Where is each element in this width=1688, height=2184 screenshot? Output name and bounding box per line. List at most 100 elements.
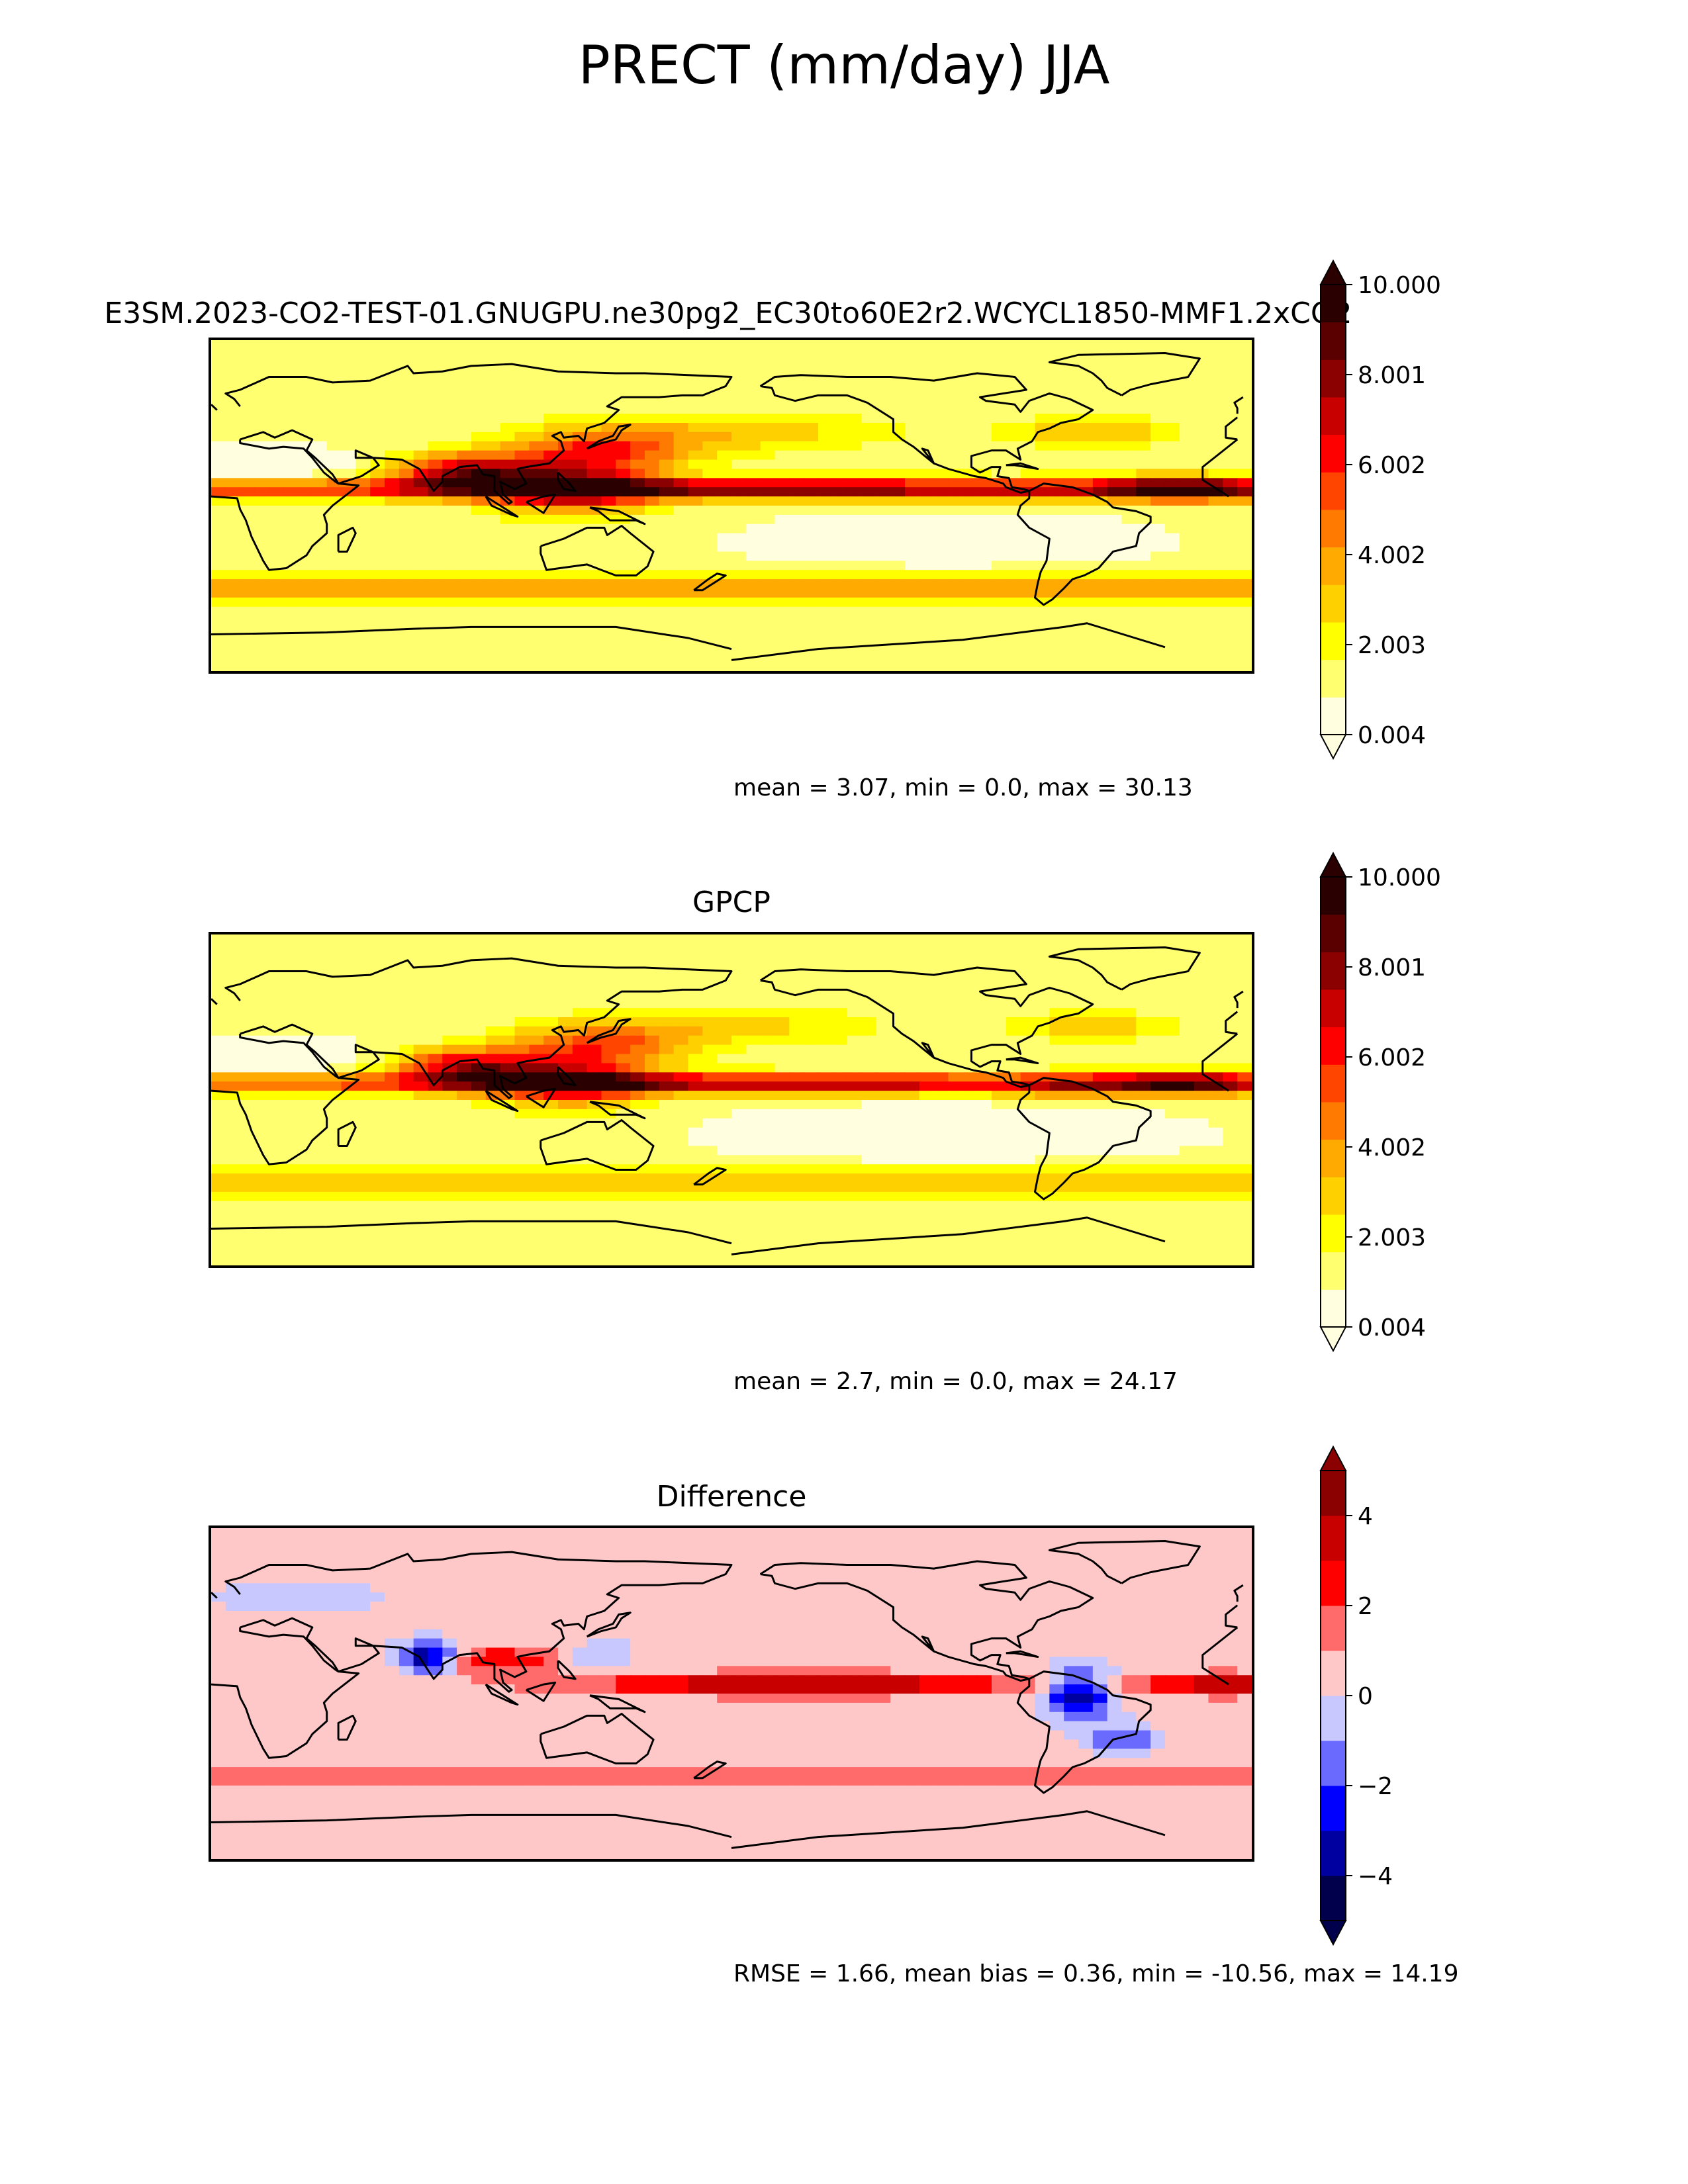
- field-cell: [1049, 377, 1064, 387]
- field-cell: [1194, 395, 1209, 405]
- field-cell: [572, 487, 588, 497]
- field-cell: [731, 615, 747, 626]
- field-cell: [312, 1118, 328, 1128]
- field-cell: [861, 1091, 876, 1101]
- field-cell: [745, 561, 761, 570]
- field-cell: [1136, 1146, 1151, 1156]
- field-cell: [413, 1109, 429, 1119]
- field-cell: [804, 551, 819, 561]
- field-cell: [240, 1173, 256, 1183]
- field-cell: [485, 1155, 501, 1165]
- field-cell: [413, 1127, 429, 1138]
- field-cell: [399, 1081, 414, 1091]
- field-cell: [1164, 414, 1180, 424]
- field-cell: [558, 1035, 573, 1046]
- field-cell: [457, 1127, 472, 1138]
- field-cell: [1035, 943, 1050, 954]
- field-cell: [442, 514, 457, 525]
- field-cell: [673, 441, 689, 451]
- field-cell: [890, 1072, 906, 1082]
- field-cell: [1049, 962, 1064, 972]
- field-cell: [1194, 404, 1209, 414]
- coast-africa-1: [1201, 438, 1239, 498]
- field-cell: [225, 1228, 241, 1238]
- field-cell: [341, 1210, 356, 1220]
- field-cell: [1078, 1035, 1094, 1046]
- field-cell: [240, 1091, 256, 1101]
- field-cell: [977, 1100, 992, 1110]
- field-cell: [1237, 980, 1252, 990]
- field-cell: [1078, 1201, 1094, 1211]
- field-cell: [832, 625, 848, 635]
- field-cell: [312, 1044, 328, 1055]
- field-cell: [832, 523, 848, 534]
- field-cell: [601, 643, 616, 653]
- field-cell: [789, 1017, 804, 1027]
- field-cell: [977, 1201, 992, 1211]
- field-cell: [876, 653, 891, 662]
- field-cell: [1006, 561, 1021, 570]
- field-cell: [1121, 1008, 1137, 1018]
- field-cell: [384, 597, 400, 608]
- field-cell: [283, 1146, 299, 1156]
- field-cell: [1078, 579, 1094, 589]
- field-cell: [717, 1118, 732, 1128]
- field-cell: [919, 551, 935, 561]
- field-cell: [355, 999, 371, 1009]
- field-cell: [832, 989, 848, 999]
- field-cell: [861, 542, 876, 553]
- field-cell: [399, 1183, 414, 1193]
- field-cell: [312, 1081, 328, 1091]
- field-cell: [457, 1118, 472, 1128]
- field-cell: [616, 561, 631, 570]
- field-cell: [847, 962, 863, 972]
- field-cell: [384, 561, 400, 570]
- field-cell: [630, 1183, 645, 1193]
- field-cell: [326, 1118, 342, 1128]
- field-cell: [558, 423, 573, 433]
- field-cell: [529, 643, 544, 653]
- field-cell: [890, 1091, 906, 1101]
- colorbar-tick-label: 8.001: [1358, 362, 1426, 389]
- field-cell: [529, 1173, 544, 1183]
- field-cell: [1179, 597, 1195, 608]
- field-cell: [760, 432, 776, 442]
- field-cell: [225, 349, 241, 359]
- field-cell: [659, 1100, 675, 1110]
- field-cell: [962, 432, 978, 442]
- field-cell: [962, 943, 978, 954]
- field-cell: [688, 1191, 703, 1202]
- field-cell: [904, 514, 920, 525]
- field-cell: [514, 478, 530, 488]
- field-cell: [1150, 1091, 1166, 1101]
- field-cell: [1194, 432, 1209, 442]
- field-cell: [616, 377, 631, 387]
- field-cell: [1237, 634, 1252, 644]
- field-cell: [269, 570, 284, 580]
- field-cell: [558, 414, 573, 424]
- field-cell: [1020, 1044, 1036, 1055]
- field-cell: [1136, 561, 1151, 570]
- field-cell: [1006, 643, 1021, 653]
- field-cell: [485, 414, 501, 424]
- field-cell: [269, 523, 284, 534]
- field-cell: [644, 423, 660, 433]
- field-cell: [240, 615, 256, 626]
- field-cell: [500, 989, 516, 999]
- field-cell: [933, 561, 949, 570]
- field-cell: [514, 441, 530, 451]
- field-cell: [977, 506, 992, 516]
- field-cell: [370, 404, 385, 414]
- colorbar-frame: [1320, 284, 1346, 735]
- coast-antarctica-1: [211, 625, 732, 651]
- field-cell: [1179, 615, 1195, 626]
- field-cell: [471, 1228, 487, 1238]
- field-cell: [211, 542, 226, 553]
- field-cell: [630, 1091, 645, 1101]
- field-cell: [586, 1201, 602, 1211]
- field-cell: [789, 934, 804, 944]
- coast-cuba: [1006, 462, 1039, 470]
- field-cell: [673, 662, 689, 671]
- field-cell: [211, 1091, 226, 1101]
- field-cell: [702, 971, 718, 981]
